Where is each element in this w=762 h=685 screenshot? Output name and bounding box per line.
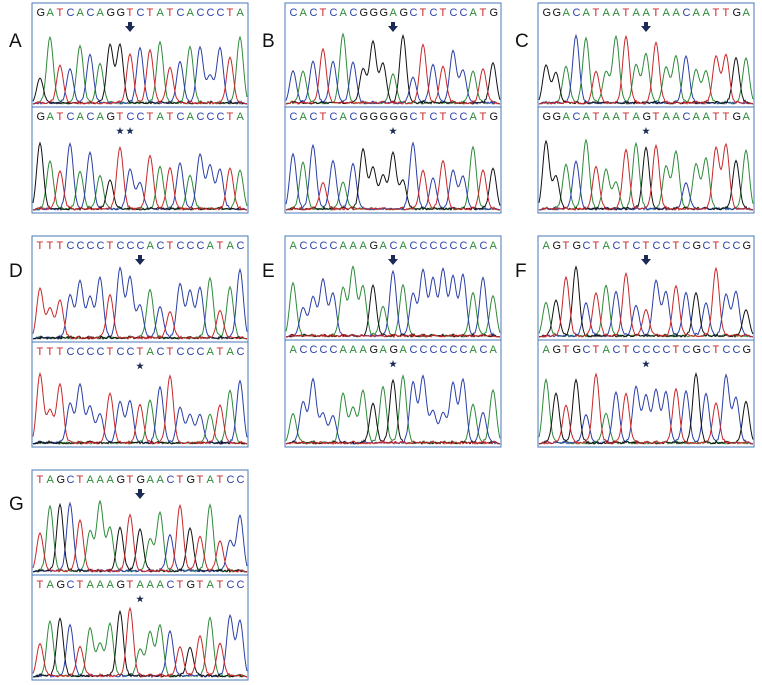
star: [389, 127, 397, 135]
panel: D T T T C C C C T C C C A C T C C C A T A C T T T C C C C T C C T A C T C C C A…: [9, 235, 249, 448]
arrow: [641, 255, 651, 265]
sequence: C A C T C A C GGGGGC T C T C C A T G: [290, 111, 499, 123]
trace: [32, 439, 248, 445]
panel-label: F: [515, 261, 527, 282]
panel: F A GT GC T A C T C T C C T C GC T C C G A GT GC T A C T C C C C T C GC T…: [515, 235, 755, 448]
panel-label: A: [9, 31, 22, 52]
star: [136, 362, 144, 370]
trace: [32, 609, 248, 679]
arrow: [641, 22, 651, 32]
panel: A GA T C A C A GGT C T A T C A C C C T A GA T C A C A GT C C T A T C A C C…: [9, 2, 249, 214]
star: [642, 127, 650, 135]
chromatogram-box: [537, 106, 755, 214]
sequence: T A GC T A A A GT GA A C T GT A T C C: [37, 474, 245, 486]
star: [116, 127, 124, 135]
panel-label: B: [262, 31, 275, 52]
sequence: A GT GC T A C T C C C C T C GC T C C G: [543, 344, 752, 356]
arrow: [388, 22, 398, 32]
sequence: A GT GC T A C T C T C C T C GC T C C G: [543, 240, 752, 252]
trace: [32, 42, 248, 105]
trace: [538, 372, 754, 446]
sequence: GA T C A C A GT C C T A T C A C C C T A: [37, 111, 245, 123]
panel: E A C C C C A A A GA C A C C C C C C A C A A C C C C A A A GA GA C C C C C C…: [262, 235, 502, 448]
panel-label: E: [262, 261, 275, 282]
star: [126, 127, 134, 135]
trace: [32, 286, 248, 340]
trace: [32, 141, 248, 211]
trace: [538, 142, 753, 211]
panel-label: G: [9, 494, 24, 515]
chromatogram-box: [284, 106, 502, 214]
trace: [285, 141, 501, 211]
chromatogram-box: [31, 341, 249, 448]
trace: [286, 43, 501, 105]
panel-label: D: [9, 261, 23, 282]
sequence: A C C C C A A A GA GA C C C C C C A C A: [290, 344, 498, 356]
trace: [285, 440, 501, 446]
trace: [32, 503, 248, 573]
trace: [538, 265, 754, 338]
sequence: GA T C A C A GGT C T A T C A C C C T A: [37, 7, 245, 19]
star: [136, 595, 144, 603]
sequence: GGA C A T A A T A A T A A C A A T T GA: [543, 7, 751, 19]
chromatogram-box: [31, 469, 249, 576]
trace: [285, 333, 501, 339]
sequence: C A C T C A C GGGA GC T C T C C A T G: [290, 7, 499, 19]
arrow: [135, 255, 145, 265]
arrow: [388, 255, 398, 265]
sequence: T A GC T A A A GT A A A C T GT A T C C: [37, 579, 245, 591]
trace: [33, 142, 247, 211]
panel: B C A C T C A C GGGA GC T C T C C A T G C A C T C A C GGGGGC T C T C C…: [262, 2, 502, 214]
trace: [285, 159, 501, 211]
trace: [32, 145, 248, 211]
star: [389, 360, 397, 368]
chromatogram-box: [31, 2, 249, 108]
trace: [286, 267, 501, 338]
trace: [33, 48, 248, 105]
chromatogram-box: [537, 2, 755, 108]
trace: [32, 372, 248, 445]
trace: [32, 502, 248, 573]
chromatogram-box: [537, 235, 755, 341]
panel: C GGA C A T A A T A A T A A C A A T T GA GGA C A T A A T A GT A A C A A T…: [515, 2, 755, 214]
sequence: GGA C A T A A T A GT A A C A A T T GA: [543, 111, 751, 123]
panel: G T A GC T A A A GT GA A C T GT A T C C T A GC T A A A GT A A A C T GT A…: [9, 469, 249, 681]
trace: [538, 266, 754, 338]
trace: [538, 34, 754, 106]
trace: [32, 45, 248, 105]
trace: [32, 606, 248, 679]
arrow: [125, 22, 135, 32]
arrow: [135, 489, 145, 499]
sequence: A C C C C A A A GA C A C C C C C C A C A: [290, 240, 498, 252]
panel-label: C: [515, 31, 529, 52]
star: [642, 360, 650, 368]
